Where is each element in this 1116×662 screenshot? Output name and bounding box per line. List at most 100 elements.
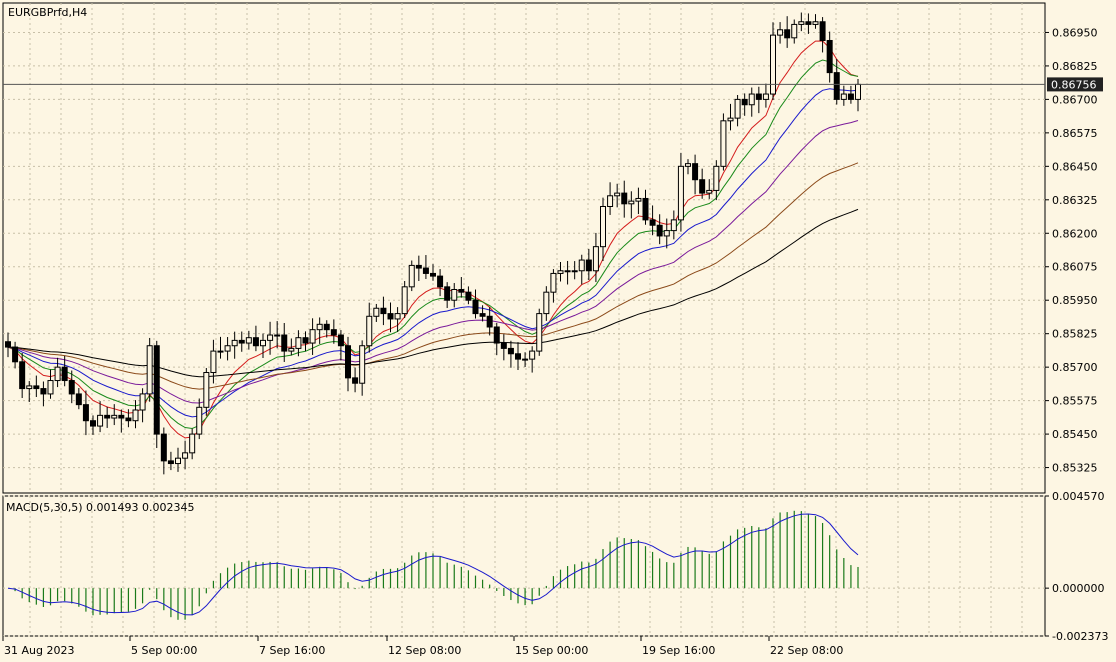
price-tick-label: 0.85325 xyxy=(1052,462,1098,475)
candle-body xyxy=(203,372,210,408)
candle-body xyxy=(614,192,621,197)
candle-body xyxy=(642,197,649,221)
candle-body xyxy=(387,313,394,320)
candle xyxy=(260,333,266,358)
price-tick-label: 0.86700 xyxy=(1052,93,1098,106)
candle-body xyxy=(812,21,819,25)
candle xyxy=(614,183,621,208)
candle xyxy=(472,289,479,319)
candle-body xyxy=(260,339,266,347)
candle-body xyxy=(635,197,642,202)
price-tick-label: 0.86450 xyxy=(1052,160,1098,173)
candle xyxy=(252,325,259,352)
candle-body xyxy=(366,315,373,347)
candle-body xyxy=(628,200,635,205)
candle-body xyxy=(210,350,217,374)
candle xyxy=(819,17,826,53)
candle-body xyxy=(826,39,833,74)
candle-body xyxy=(847,93,854,100)
candle-body xyxy=(238,339,245,344)
candle xyxy=(755,86,762,114)
price-tick-label: 0.85575 xyxy=(1052,395,1098,408)
candle-body xyxy=(415,264,422,269)
candle-body xyxy=(26,385,33,390)
candle-body xyxy=(755,93,762,100)
candle xyxy=(600,197,606,262)
candle-body xyxy=(111,414,118,419)
candle-body xyxy=(153,345,160,435)
candle-body xyxy=(621,192,628,205)
candle xyxy=(196,398,203,440)
candle xyxy=(777,22,784,44)
candle xyxy=(380,296,387,326)
candle xyxy=(345,336,351,392)
time-axis: 31 Aug 2023 5 Sep 00:00 7 Sep 16:00 12 Sep … xyxy=(2,636,843,657)
candle xyxy=(437,269,444,297)
candle xyxy=(61,355,68,387)
candle-body xyxy=(19,361,26,390)
candle xyxy=(387,302,394,333)
candle-body xyxy=(430,272,436,277)
candle xyxy=(359,340,366,396)
candle-body xyxy=(182,452,189,459)
candle-body xyxy=(68,380,75,395)
candle-body xyxy=(288,347,295,352)
candle-body xyxy=(585,259,592,272)
candle xyxy=(805,13,812,34)
candle-body xyxy=(61,366,68,382)
candle-body xyxy=(677,165,684,221)
candle-body xyxy=(784,29,791,39)
candle-body xyxy=(444,286,451,301)
candle xyxy=(699,168,706,199)
candle xyxy=(486,307,493,336)
candle xyxy=(529,346,536,373)
current-price-box: 0.86756 xyxy=(1047,77,1103,92)
candle-body xyxy=(656,224,663,237)
macd-signal-line xyxy=(7,513,859,616)
candle-body xyxy=(47,380,54,395)
candle-body xyxy=(40,388,47,395)
macd-tick-label: -0.002373 xyxy=(1052,630,1108,643)
candle xyxy=(224,337,231,361)
candle-body xyxy=(245,337,252,344)
macd-label: MACD(5,30,5) 0.001493 0.002345 xyxy=(6,501,195,514)
candle xyxy=(685,159,691,175)
candle xyxy=(210,339,217,384)
candle-body xyxy=(458,289,465,293)
candle xyxy=(557,262,564,282)
candle xyxy=(146,337,153,402)
candle-body xyxy=(571,270,578,273)
macd-tick-label: 0.004570 xyxy=(1052,490,1105,503)
candle-body xyxy=(274,334,281,337)
candle xyxy=(713,160,720,201)
candle-body xyxy=(663,230,670,237)
price-tick-label: 0.85950 xyxy=(1052,294,1098,307)
candle-body xyxy=(507,347,514,355)
candle-body xyxy=(373,307,380,317)
candle xyxy=(812,14,819,29)
candle-body xyxy=(670,219,677,232)
candle xyxy=(153,340,160,449)
candle xyxy=(309,318,316,355)
candle-body xyxy=(855,83,861,100)
candle xyxy=(727,103,734,131)
candle-body xyxy=(316,323,323,331)
candle-body xyxy=(493,326,500,344)
candle-body xyxy=(515,353,521,360)
candle xyxy=(97,401,104,433)
candle xyxy=(607,182,614,215)
candle-body xyxy=(394,313,401,320)
candle-body xyxy=(536,313,543,352)
macd-panel: MACD(5,30,5) 0.001493 0.002345 xyxy=(2,495,1046,637)
candle xyxy=(408,260,415,292)
candle xyxy=(75,388,82,410)
candle-body xyxy=(564,270,571,273)
candle-body xyxy=(699,179,706,194)
candle xyxy=(847,85,854,104)
candle xyxy=(649,205,656,236)
candle-body xyxy=(748,93,755,106)
candle xyxy=(493,322,500,356)
price-tick-label: 0.86825 xyxy=(1052,60,1098,73)
candle xyxy=(19,353,26,399)
